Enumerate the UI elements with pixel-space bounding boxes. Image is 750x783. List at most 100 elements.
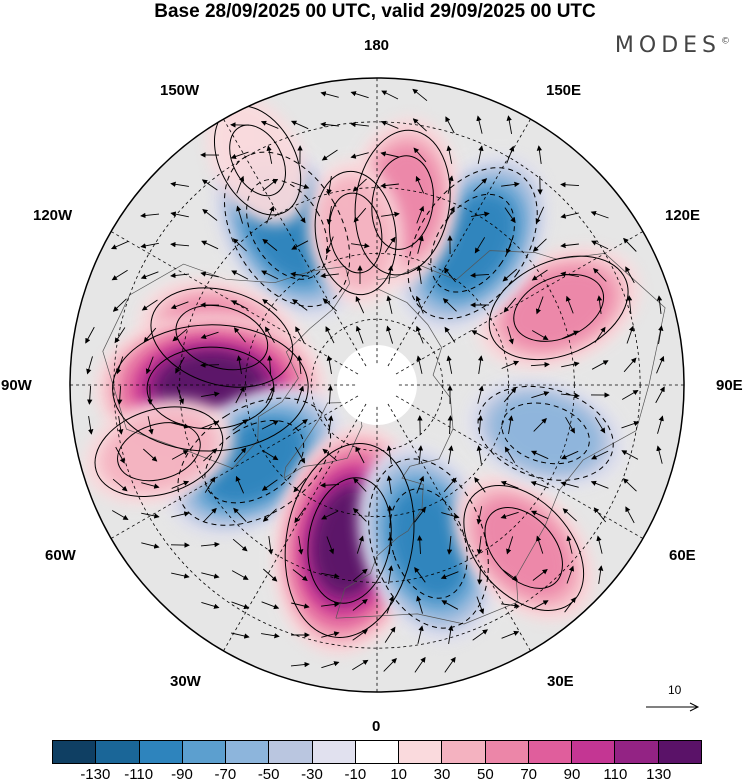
wind-vector — [656, 355, 665, 374]
colorbar-swatch — [139, 741, 183, 763]
colorbar-ticks: -130 -110 -90 -70 -50 -30 -10 10 30 50 70 90 110 130 — [0, 766, 750, 783]
wind-vector — [260, 120, 279, 129]
wind-vector — [507, 326, 514, 345]
wind-vector — [266, 205, 275, 224]
wind-vector — [145, 356, 154, 375]
wind-vector — [448, 445, 454, 464]
wind-vector — [625, 506, 635, 524]
wind-vector — [353, 477, 367, 492]
wind-vector — [501, 602, 520, 609]
wind-vector — [142, 448, 158, 462]
colorbar — [52, 740, 702, 764]
wind-vector — [320, 482, 340, 488]
wind-vector — [417, 625, 424, 644]
wind-vector — [441, 512, 460, 519]
wind-vector — [261, 479, 278, 491]
wind-vector — [353, 207, 367, 223]
wind-vector — [231, 570, 249, 580]
wind-vector — [417, 535, 423, 555]
wind-vector — [116, 356, 124, 375]
wind-vector — [502, 268, 518, 282]
colorbar-tick-label: 90 — [563, 766, 581, 783]
wind-vector — [233, 447, 247, 463]
wind-vector — [565, 416, 575, 434]
wind-vector — [170, 301, 189, 310]
wind-vector — [176, 386, 185, 405]
wind-vector — [445, 116, 455, 134]
wind-vector — [236, 175, 245, 194]
wind-vector — [201, 420, 220, 429]
wind-vector — [170, 272, 190, 279]
anomaly-pos-center — [307, 160, 404, 306]
colorbar-tick-label: -70 — [214, 766, 237, 783]
wind-vector — [476, 536, 483, 555]
wind-vector — [231, 300, 249, 310]
colorbar-swatch — [53, 741, 97, 763]
wind-vector — [322, 298, 338, 312]
wind-vector — [140, 242, 159, 249]
wind-vector — [355, 446, 365, 464]
wind-vector — [477, 355, 484, 374]
colorbar-tick-label: -130 — [80, 766, 111, 783]
wind-vector — [326, 176, 332, 195]
wind-vector — [200, 271, 219, 278]
wind-vector — [447, 175, 454, 194]
wind-vector — [560, 481, 579, 488]
lon-label-60e: 60E — [669, 547, 696, 564]
wind-vector — [477, 145, 484, 164]
wind-vector — [414, 566, 426, 583]
wind-vector — [447, 415, 453, 435]
wind-vector — [412, 118, 427, 132]
wind-vector — [530, 450, 549, 460]
wind-vector — [321, 149, 338, 161]
wind-vector — [230, 151, 249, 160]
colorbar-swatch — [658, 741, 701, 763]
wind-vector — [201, 572, 220, 579]
wind-vector — [658, 325, 664, 344]
coastline — [335, 288, 454, 619]
coastline — [102, 263, 351, 469]
colorbar-tick-label: -110 — [124, 766, 154, 783]
wind-vector — [470, 272, 490, 278]
lon-label-30w: 30W — [170, 673, 201, 690]
colorbar-tick-label: 10 — [390, 766, 407, 783]
anomaly-shading — [83, 96, 641, 655]
wind-vector — [112, 298, 127, 312]
wind-vector — [443, 477, 457, 493]
wind-vector — [590, 210, 609, 219]
contour-line — [354, 129, 451, 276]
wind-vector — [505, 236, 514, 255]
wind-vector — [472, 629, 489, 641]
wind-vector — [381, 211, 400, 218]
shade-level — [100, 410, 218, 493]
wind-vector — [380, 182, 399, 189]
wind-vector — [170, 211, 189, 218]
colorbar-swatch — [572, 741, 616, 763]
wind-vector — [597, 565, 604, 584]
wind-vector — [232, 419, 249, 431]
wind-vector — [351, 242, 370, 249]
wind-vector — [506, 115, 513, 134]
wind-vector — [530, 361, 550, 368]
shade-level — [206, 96, 309, 225]
wind-vector — [356, 535, 364, 554]
wind-vector — [621, 420, 640, 429]
wind-vector — [292, 299, 308, 311]
colorbar-swatch — [442, 741, 486, 763]
wind-vector — [352, 629, 369, 641]
wind-vector — [170, 241, 190, 248]
wind-vector — [532, 568, 548, 581]
wind-vector — [566, 535, 573, 554]
wind-vector — [476, 445, 482, 464]
wind-vector — [352, 507, 367, 522]
lon-label-90e: 90E — [716, 377, 743, 394]
contour-line — [229, 124, 286, 197]
wind-vector — [262, 449, 279, 461]
lon-label-120w: 120W — [33, 207, 73, 224]
wind-vector — [380, 151, 399, 158]
wind-vector — [386, 595, 395, 614]
pole-mask — [337, 345, 417, 425]
wind-vector — [233, 327, 246, 343]
anomaly-pos-center — [206, 96, 309, 225]
wind-vector — [321, 631, 340, 638]
